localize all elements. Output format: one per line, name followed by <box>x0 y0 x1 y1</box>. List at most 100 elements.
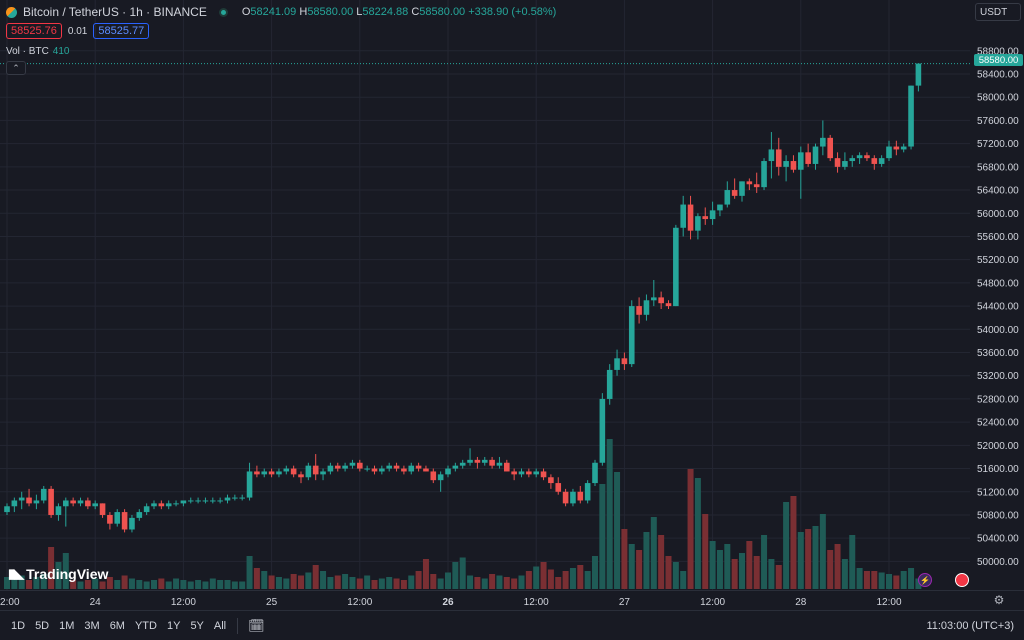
candle-body <box>651 297 657 301</box>
candle-body <box>70 500 76 504</box>
symbol-title[interactable]: Bitcoin / TetherUS · 1h · BINANCE <box>23 5 207 19</box>
time-tick-label: 24 <box>90 597 102 608</box>
tradingview-logo[interactable]: ▮◣ TradingView <box>8 566 108 582</box>
calendar-goto-icon[interactable]: 🗓 <box>248 617 265 633</box>
logo-text: TradingView <box>26 566 109 582</box>
volume-bar <box>283 578 290 589</box>
volume-bar <box>658 535 665 589</box>
candle-body <box>702 216 709 220</box>
candle-body <box>878 158 885 164</box>
time-tick-label: 12:00 <box>0 597 20 608</box>
volume-bar <box>77 581 84 589</box>
volume-bar <box>503 577 510 589</box>
currency-button[interactable]: USDT <box>975 3 1021 21</box>
price-tick-label: 53600.00 <box>977 348 1019 359</box>
candle-body <box>320 471 326 475</box>
spread-value: 0.01 <box>67 25 88 37</box>
candle-body <box>136 512 143 518</box>
range-button-1d[interactable]: 1D <box>11 619 26 632</box>
range-button-1m[interactable]: 1M <box>59 619 75 632</box>
volume-bar <box>92 578 99 589</box>
candle-body <box>467 459 473 463</box>
volume-bar <box>886 574 892 589</box>
bottom-toolbar: 1D 5D 1M 3M 6M YTD 1Y 5Y All 🗓 11:03:00 (UTC+3) <box>0 610 1024 640</box>
candlestick-chart[interactable] <box>0 0 970 590</box>
symbol-legend: Bitcoin / TetherUS · 1h · BINANCE O58241… <box>6 5 556 19</box>
volume-bar <box>797 532 804 589</box>
time-tick-label: 12:00 <box>876 597 901 608</box>
range-button-6m[interactable]: 6M <box>109 619 125 632</box>
volume-bar <box>900 571 907 589</box>
candle-body <box>658 297 664 304</box>
price-tick-label: 52400.00 <box>977 418 1019 429</box>
candle-body <box>99 503 106 515</box>
candle-body <box>900 146 907 150</box>
price-tick-label: 58000.00 <box>977 93 1019 104</box>
chevron-up-icon: ⌃ <box>12 62 20 73</box>
candle-body <box>820 137 826 147</box>
candle-body <box>915 63 922 86</box>
range-button-3m[interactable]: 3M <box>84 619 100 632</box>
volume-bar <box>445 572 451 589</box>
price-axis[interactable]: 58800.00 58400.00 58000.00 57600.00 57200.00… <box>970 0 1024 590</box>
time-tick-label: 25 <box>266 597 278 608</box>
candle-body <box>33 500 40 504</box>
candle-body <box>812 146 819 164</box>
volume-bar <box>70 580 77 589</box>
settings-gear-icon[interactable]: ⚙ <box>993 593 1005 607</box>
candle-body <box>496 462 503 466</box>
range-button-all[interactable]: All <box>213 619 227 632</box>
lightning-event-icon[interactable]: ⚡ <box>918 573 932 587</box>
candle-body <box>562 491 569 504</box>
candle-body <box>430 471 437 481</box>
volume-bar <box>202 581 209 589</box>
candle-body <box>254 471 260 475</box>
candle-body <box>474 459 481 463</box>
close-value: 58580.00 <box>419 6 466 18</box>
volume-bar <box>327 577 334 589</box>
candle-body <box>129 517 135 530</box>
candle-body <box>298 474 304 478</box>
candle-body <box>849 158 856 162</box>
volume-bar <box>687 469 694 589</box>
sell-button[interactable]: 58525.76 <box>6 23 62 39</box>
price-tick-label: 50800.00 <box>977 510 1019 521</box>
candle-body <box>445 468 451 475</box>
price-tick-label: 50400.00 <box>977 534 1019 545</box>
flag-event-icon[interactable] <box>955 573 969 587</box>
clock-timezone[interactable]: 11:03:00 (UTC+3) <box>926 619 1014 632</box>
candle-body <box>606 369 613 399</box>
time-tick-label: 12:00 <box>347 597 372 608</box>
close-label: C <box>411 6 420 18</box>
volume-bar <box>334 575 341 589</box>
volume-legend[interactable]: Vol · BTC 410 <box>6 46 69 57</box>
date-range-list: 1D 5D 1M 3M 6M YTD 1Y 5Y All <box>0 620 231 632</box>
price-tick-label: 54800.00 <box>977 278 1019 289</box>
range-button-5y[interactable]: 5Y <box>190 619 204 632</box>
volume-bar <box>680 571 687 589</box>
volume-bar <box>592 556 598 589</box>
candle-body <box>577 491 584 501</box>
range-button-5d[interactable]: 5D <box>35 619 50 632</box>
candle-body <box>864 155 870 159</box>
time-axis[interactable]: 12:00 24 12:00 25 12:00 26 12:00 27 12:00 28 12:00 <box>0 590 1024 610</box>
volume-bar <box>540 562 547 589</box>
candle-body <box>379 468 385 472</box>
volume-bar <box>415 571 422 589</box>
volume-bar <box>783 502 790 589</box>
candle-body <box>680 204 686 228</box>
collapse-legend-button[interactable]: ⌃ <box>6 61 26 75</box>
range-button-1y[interactable]: 1Y <box>166 619 181 632</box>
volume-bar <box>371 580 378 589</box>
time-tick-label: 12:00 <box>171 597 196 608</box>
volume-bar <box>496 575 503 589</box>
buy-button[interactable]: 58525.77 <box>93 23 150 39</box>
range-button-ytd[interactable]: YTD <box>134 619 157 632</box>
candle-body <box>202 500 209 502</box>
change-value: +338.90 (+0.58%) <box>468 6 557 18</box>
chart-pane[interactable]: Bitcoin / TetherUS · 1h · BINANCE O58241… <box>0 0 970 590</box>
candle-body <box>121 512 128 530</box>
volume-bar <box>84 580 91 589</box>
volume-bar <box>775 565 782 589</box>
volume-bar <box>709 541 716 589</box>
